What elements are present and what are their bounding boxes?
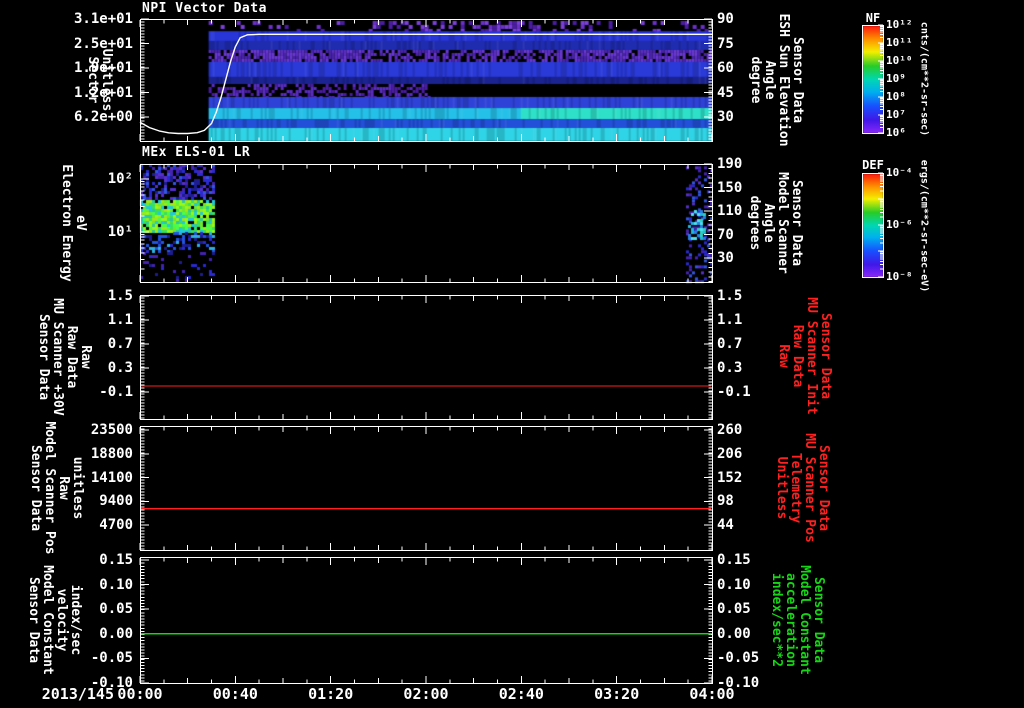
- y-tick-label-left: 0.05: [99, 601, 133, 618]
- y-tick-label-right: 152: [717, 469, 743, 486]
- y-tick-label-left: -0.1: [99, 384, 133, 400]
- y-tick-label-right: 70: [717, 226, 734, 243]
- y-tick-label-left: 1.5: [107, 288, 133, 304]
- colorbar1-name: NF: [865, 11, 881, 25]
- colorbar-tick-label: 10⁻⁸: [886, 270, 913, 283]
- x-tick-label: 00:40: [212, 685, 258, 703]
- colorbar1-unit-label: cnts/(cm**2-sr-sec): [918, 21, 930, 137]
- y-tick-label-left: 1.1: [107, 312, 133, 328]
- y-tick-label-left: 18800: [90, 445, 133, 462]
- y-tick-label-right: -0.05: [717, 650, 760, 667]
- colorbar-tick-label: 10⁷: [886, 108, 906, 121]
- y-tick-label-right: 0.10: [717, 576, 751, 593]
- y-tick-label-left: 10²: [107, 171, 133, 187]
- panel3-left-axis-label: Raw Raw Data MU Scanner +30V Sensor Data: [36, 298, 93, 416]
- x-tick-label: 02:00: [403, 685, 449, 703]
- y-tick-label-left: 0.15: [99, 552, 133, 568]
- y-tick-label-left: 14100: [90, 469, 133, 486]
- y-tick-label-right: 60: [717, 60, 734, 76]
- y-tick-label-right: -0.10: [717, 675, 760, 691]
- y-tick-label-right: 1.5: [717, 288, 743, 304]
- x-tick-label: 00:00: [117, 685, 163, 703]
- y-tick-label-right: 45: [717, 84, 734, 101]
- y-tick-label-right: 0.7: [717, 336, 743, 352]
- panel2-right-axis-label: Sensor Data Model Scanner Angle degrees: [747, 172, 804, 274]
- y-tick-label-right: 44: [717, 517, 734, 533]
- panel1-title: NPI Vector Data: [142, 1, 267, 16]
- y-tick-label-right: 30: [717, 250, 734, 266]
- y-tick-label-right: 1.1: [717, 312, 743, 328]
- y-tick-label-right: 260: [717, 422, 743, 438]
- y-tick-label-right: -0.1: [717, 384, 751, 400]
- y-tick-label-left: 0.10: [99, 576, 133, 593]
- colorbar-tick-label: 10⁶: [886, 126, 906, 139]
- y-tick-label-right: 75: [717, 35, 734, 52]
- y-tick-label-right: 0.00: [717, 625, 751, 642]
- y-tick-label-right: 110: [717, 203, 743, 219]
- y-tick-label-left: 3.1e+01: [73, 11, 133, 27]
- y-tick-label-right: 0.3: [717, 360, 743, 376]
- panel3-right-axis-label: Sensor Data MU Scanner Init Raw Data Raw: [776, 297, 833, 415]
- colorbar-tick-label: 10¹²: [886, 18, 913, 31]
- y-tick-label-left: 4700: [99, 517, 133, 533]
- y-tick-label-right: 150: [717, 179, 743, 196]
- panel4-right-axis-label: Sensor Data MU Scanner Pos Telemetry Uni…: [774, 433, 831, 543]
- y-tick-label-left: 2.5e+01: [73, 35, 133, 52]
- y-tick-label-right: 98: [717, 493, 734, 510]
- y-tick-label-right: 0.15: [717, 552, 751, 568]
- panel5-right-axis-label: Sensor Data Model Constant acceleration …: [769, 565, 826, 675]
- panel2-left-axis-label: eV Electron Energy: [59, 164, 88, 282]
- x-tick-label: 02:40: [498, 685, 544, 703]
- panel4-left-axis-label: unitless Raw Model Scanner Pos Sensor Da…: [28, 421, 85, 555]
- panel2-title: MEx ELS-01 LR: [142, 145, 251, 160]
- colorbar2-unit-label: ergs/(cm**2-sr-sec-eV): [918, 159, 930, 293]
- panel1-right-axis-label: Sensor Data ESH Sun Elevation Angle degr…: [748, 13, 805, 147]
- x-tick-label: 04:00: [689, 685, 735, 703]
- x-tick-label: 03:20: [594, 685, 640, 703]
- y-tick-label-right: 90: [717, 11, 734, 27]
- y-tick-label-left: 1.2e+01: [73, 84, 133, 101]
- panel1-left-axis-label: Unitless Sector: [85, 48, 114, 112]
- y-tick-label-left: 0.00: [99, 625, 133, 642]
- y-tick-label-left: 9400: [99, 493, 133, 510]
- y-tick-label-right: 0.05: [717, 601, 751, 618]
- y-tick-label-right: 190: [717, 156, 743, 172]
- colorbar-tick-label: 10⁻⁶: [886, 218, 913, 231]
- y-tick-label-left: 23500: [90, 422, 133, 438]
- date-label: 2013/145: [41, 685, 114, 703]
- colorbar-tick-label: 10¹⁰: [886, 54, 913, 67]
- panel5-left-axis-label: index/sec velocity Model Constant Sensor…: [26, 565, 83, 675]
- colorbar2-name: DEF: [862, 158, 884, 172]
- y-tick-label-left: -0.05: [90, 650, 133, 667]
- y-tick-label-left: 1.9e+01: [73, 60, 133, 76]
- colorbar-tick-label: 10⁹: [886, 72, 906, 85]
- colorbar-tick-label: 10⁸: [886, 90, 906, 103]
- colorbar-tick-label: 10⁻⁴: [886, 166, 913, 179]
- y-tick-label-left: 10¹: [107, 224, 133, 240]
- colorbar-tick-label: 10¹¹: [886, 36, 913, 49]
- y-tick-label-left: 0.3: [107, 360, 133, 376]
- x-tick-label: 01:20: [308, 685, 354, 703]
- y-tick-label-left: 6.2e+00: [73, 109, 133, 125]
- y-tick-label-right: 30: [717, 109, 734, 125]
- y-tick-label-left: -0.10: [90, 675, 133, 691]
- y-tick-label-right: 206: [717, 445, 743, 462]
- y-tick-label-left: 0.7: [107, 336, 133, 352]
